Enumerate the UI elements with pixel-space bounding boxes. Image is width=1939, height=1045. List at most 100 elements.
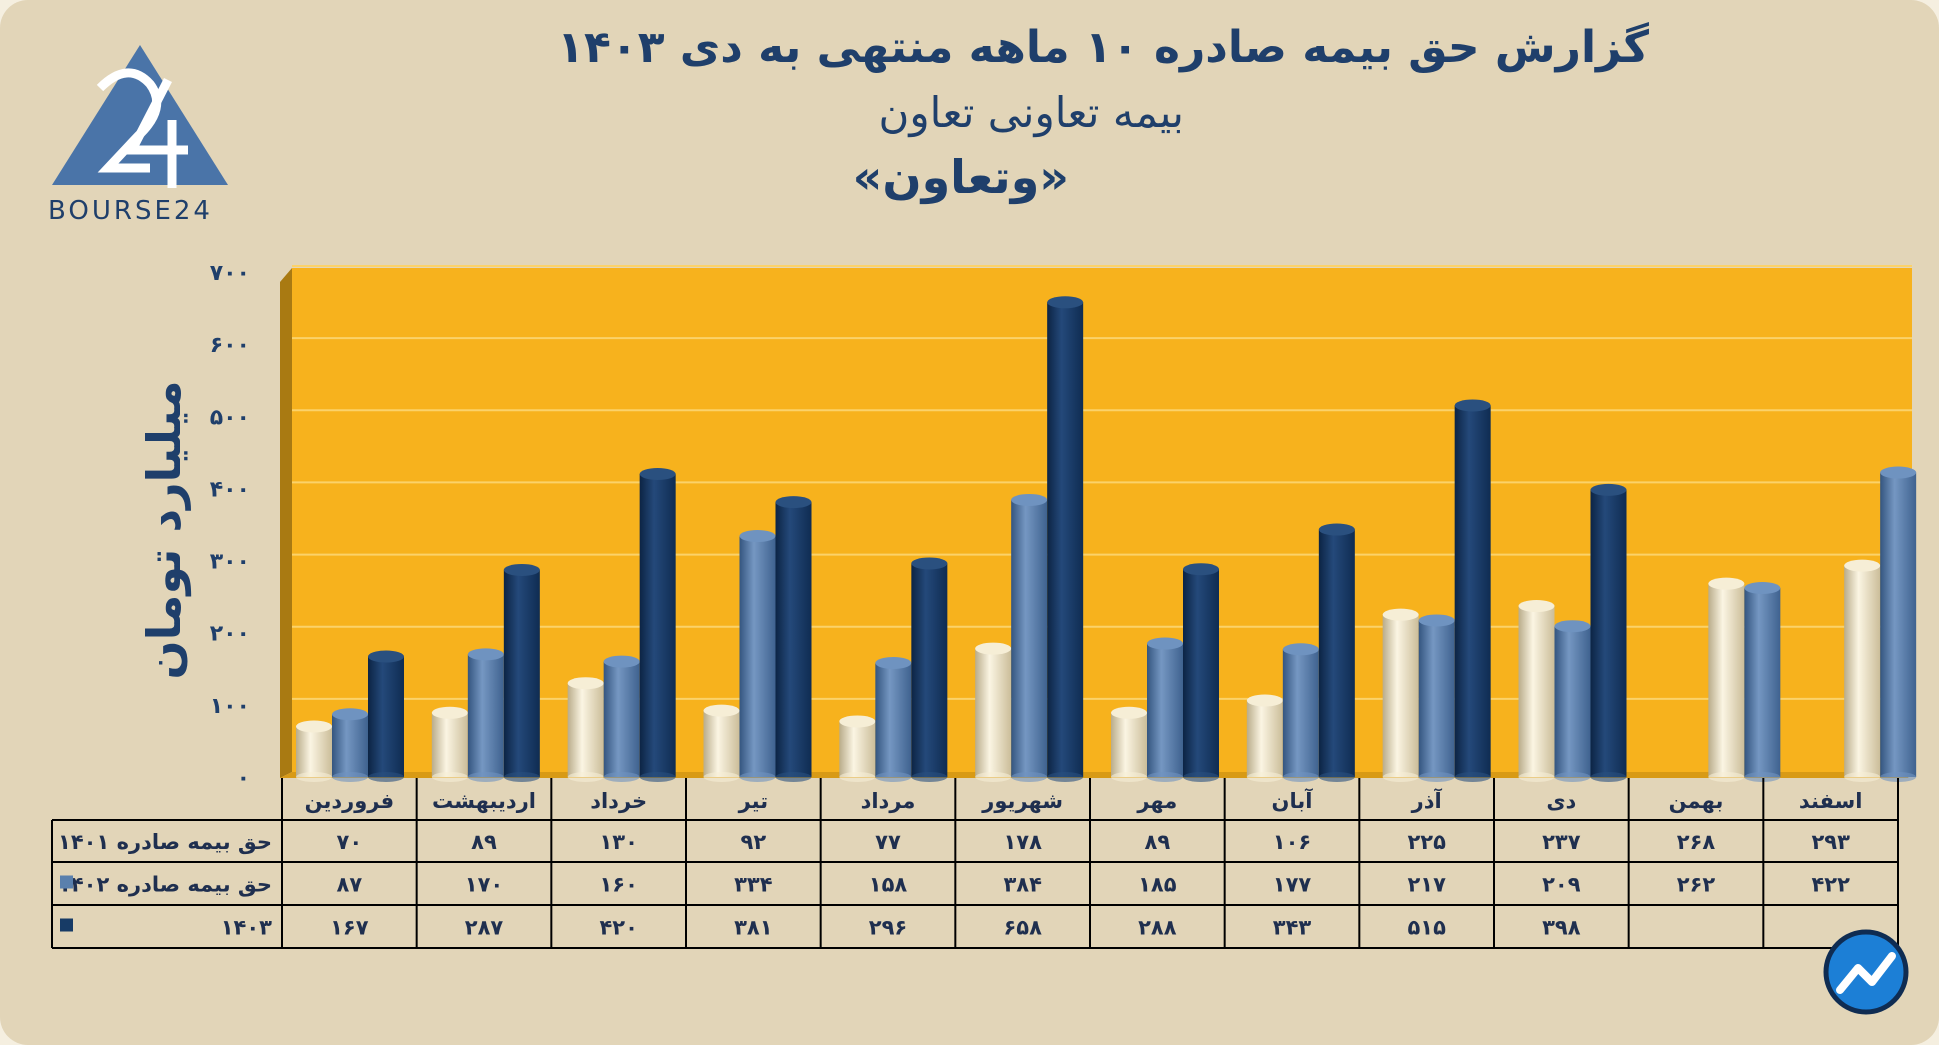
x-tick-label: مهر — [1136, 789, 1177, 813]
bar — [911, 563, 948, 777]
legend-entry: حق بیمه صادره ۱۴۰۱ — [58, 830, 272, 854]
data-label: ۸۹ — [1145, 830, 1171, 854]
plot-background — [292, 268, 1912, 772]
bar-base — [1554, 772, 1591, 782]
data-label: ۴۲۲ — [1811, 873, 1850, 897]
x-tick-label: اسفند — [1799, 789, 1863, 813]
bar — [1382, 614, 1419, 777]
legend-swatch — [60, 875, 73, 889]
brand-badge — [1823, 929, 1909, 1015]
data-label: ۱۶۰ — [599, 873, 637, 897]
data-label: ۶۵۸ — [1003, 916, 1042, 940]
bar-base — [739, 772, 776, 782]
bar-cap — [1183, 563, 1219, 576]
bar — [975, 648, 1012, 777]
data-label: ۳۸۱ — [734, 916, 772, 940]
x-tick-label: اردیبهشت — [432, 789, 536, 813]
data-label: ۲۸۷ — [465, 916, 504, 940]
bar-cap — [975, 642, 1012, 655]
y-tick-label: ۷۰۰ — [210, 261, 250, 286]
plot-area — [280, 268, 1912, 778]
bar — [1880, 472, 1917, 777]
bar-base — [775, 772, 812, 782]
data-label: ۸۹ — [471, 830, 497, 854]
bar — [567, 683, 604, 777]
legend-entry: ۱۴۰۳ — [221, 916, 272, 940]
data-label: ۲۶۲ — [1677, 873, 1716, 897]
chart-subtitle: بیمه تعاونی تعاون — [878, 88, 1184, 137]
data-label: ۲۲۵ — [1407, 830, 1446, 854]
x-tick-label: شهریور — [981, 789, 1063, 813]
bar-base — [1183, 772, 1219, 782]
y-tick-label: ۵۰۰ — [210, 405, 250, 430]
bar-cap — [1554, 620, 1591, 633]
bar-base — [1147, 772, 1183, 782]
data-label: ۲۰۹ — [1542, 873, 1581, 897]
bar — [639, 474, 676, 777]
bar — [296, 726, 332, 777]
bar-base — [1744, 772, 1781, 782]
bar — [1282, 649, 1319, 777]
bar-base — [1318, 772, 1355, 782]
legend-entry: حق بیمه صادره ۱۴۰۲ — [58, 873, 272, 897]
bar-cap — [911, 557, 948, 570]
bar — [503, 569, 540, 777]
bourse24-logo: BOURSE24 — [48, 45, 228, 226]
bar-cap — [603, 655, 640, 668]
bar-cap — [1047, 296, 1084, 309]
y-axis-label: میلیارد تومان — [137, 380, 191, 679]
data-label: ۹۲ — [741, 830, 767, 854]
plot-floor — [280, 772, 1912, 778]
bars — [296, 296, 1917, 782]
bar-cap — [1844, 559, 1881, 572]
bar — [1011, 499, 1048, 777]
data-label: ۱۵۸ — [869, 873, 908, 897]
bar-cap — [1708, 577, 1745, 590]
x-tick-label: بهمن — [1669, 789, 1724, 813]
data-label: ۲۱۷ — [1407, 873, 1446, 897]
bar-cap — [332, 708, 368, 721]
bar — [603, 661, 640, 777]
bar-base — [1418, 772, 1455, 782]
bar — [431, 712, 468, 777]
y-tick-label: ۴۰۰ — [210, 477, 250, 502]
bar-cap — [431, 706, 468, 719]
bar-base — [975, 772, 1012, 782]
bar — [875, 663, 912, 777]
bar-cap — [1744, 581, 1781, 594]
bar — [1111, 712, 1147, 777]
data-label: ۳۸۴ — [1003, 873, 1042, 897]
bar-base — [1111, 772, 1147, 782]
bar-cap — [1147, 637, 1183, 650]
data-label: ۲۳۷ — [1542, 830, 1581, 854]
bar — [1418, 620, 1455, 777]
bar-base — [1011, 772, 1048, 782]
x-tick-label: مرداد — [861, 789, 916, 813]
bar-base — [1518, 772, 1555, 782]
x-tick-label: آذر — [1411, 788, 1443, 813]
bar-base — [1590, 772, 1627, 782]
bar-cap — [875, 657, 912, 670]
bar-cap — [1418, 614, 1455, 627]
y-tick-label: ۲۰۰ — [210, 622, 250, 647]
bar-cap — [1518, 600, 1555, 613]
bar-base — [1047, 772, 1084, 782]
bar — [1183, 569, 1219, 777]
y-tick-label: ۰ — [237, 766, 250, 791]
bar — [839, 721, 876, 777]
bar-cap — [839, 715, 876, 728]
bar — [467, 654, 504, 777]
x-tick-label: آبان — [1272, 788, 1314, 813]
data-label: ۱۶۷ — [330, 916, 369, 940]
bar-base — [332, 772, 368, 782]
bar-base — [296, 772, 332, 782]
y-tick-label: ۱۰۰ — [210, 694, 250, 719]
bar-cap — [503, 563, 540, 576]
bar-cap — [368, 650, 404, 663]
bar-base — [368, 772, 404, 782]
logo-four-glyph — [124, 77, 188, 188]
data-label: ۱۷۸ — [1003, 830, 1042, 854]
data-label: ۱۳۰ — [599, 830, 637, 854]
bar-cap — [1382, 608, 1419, 621]
